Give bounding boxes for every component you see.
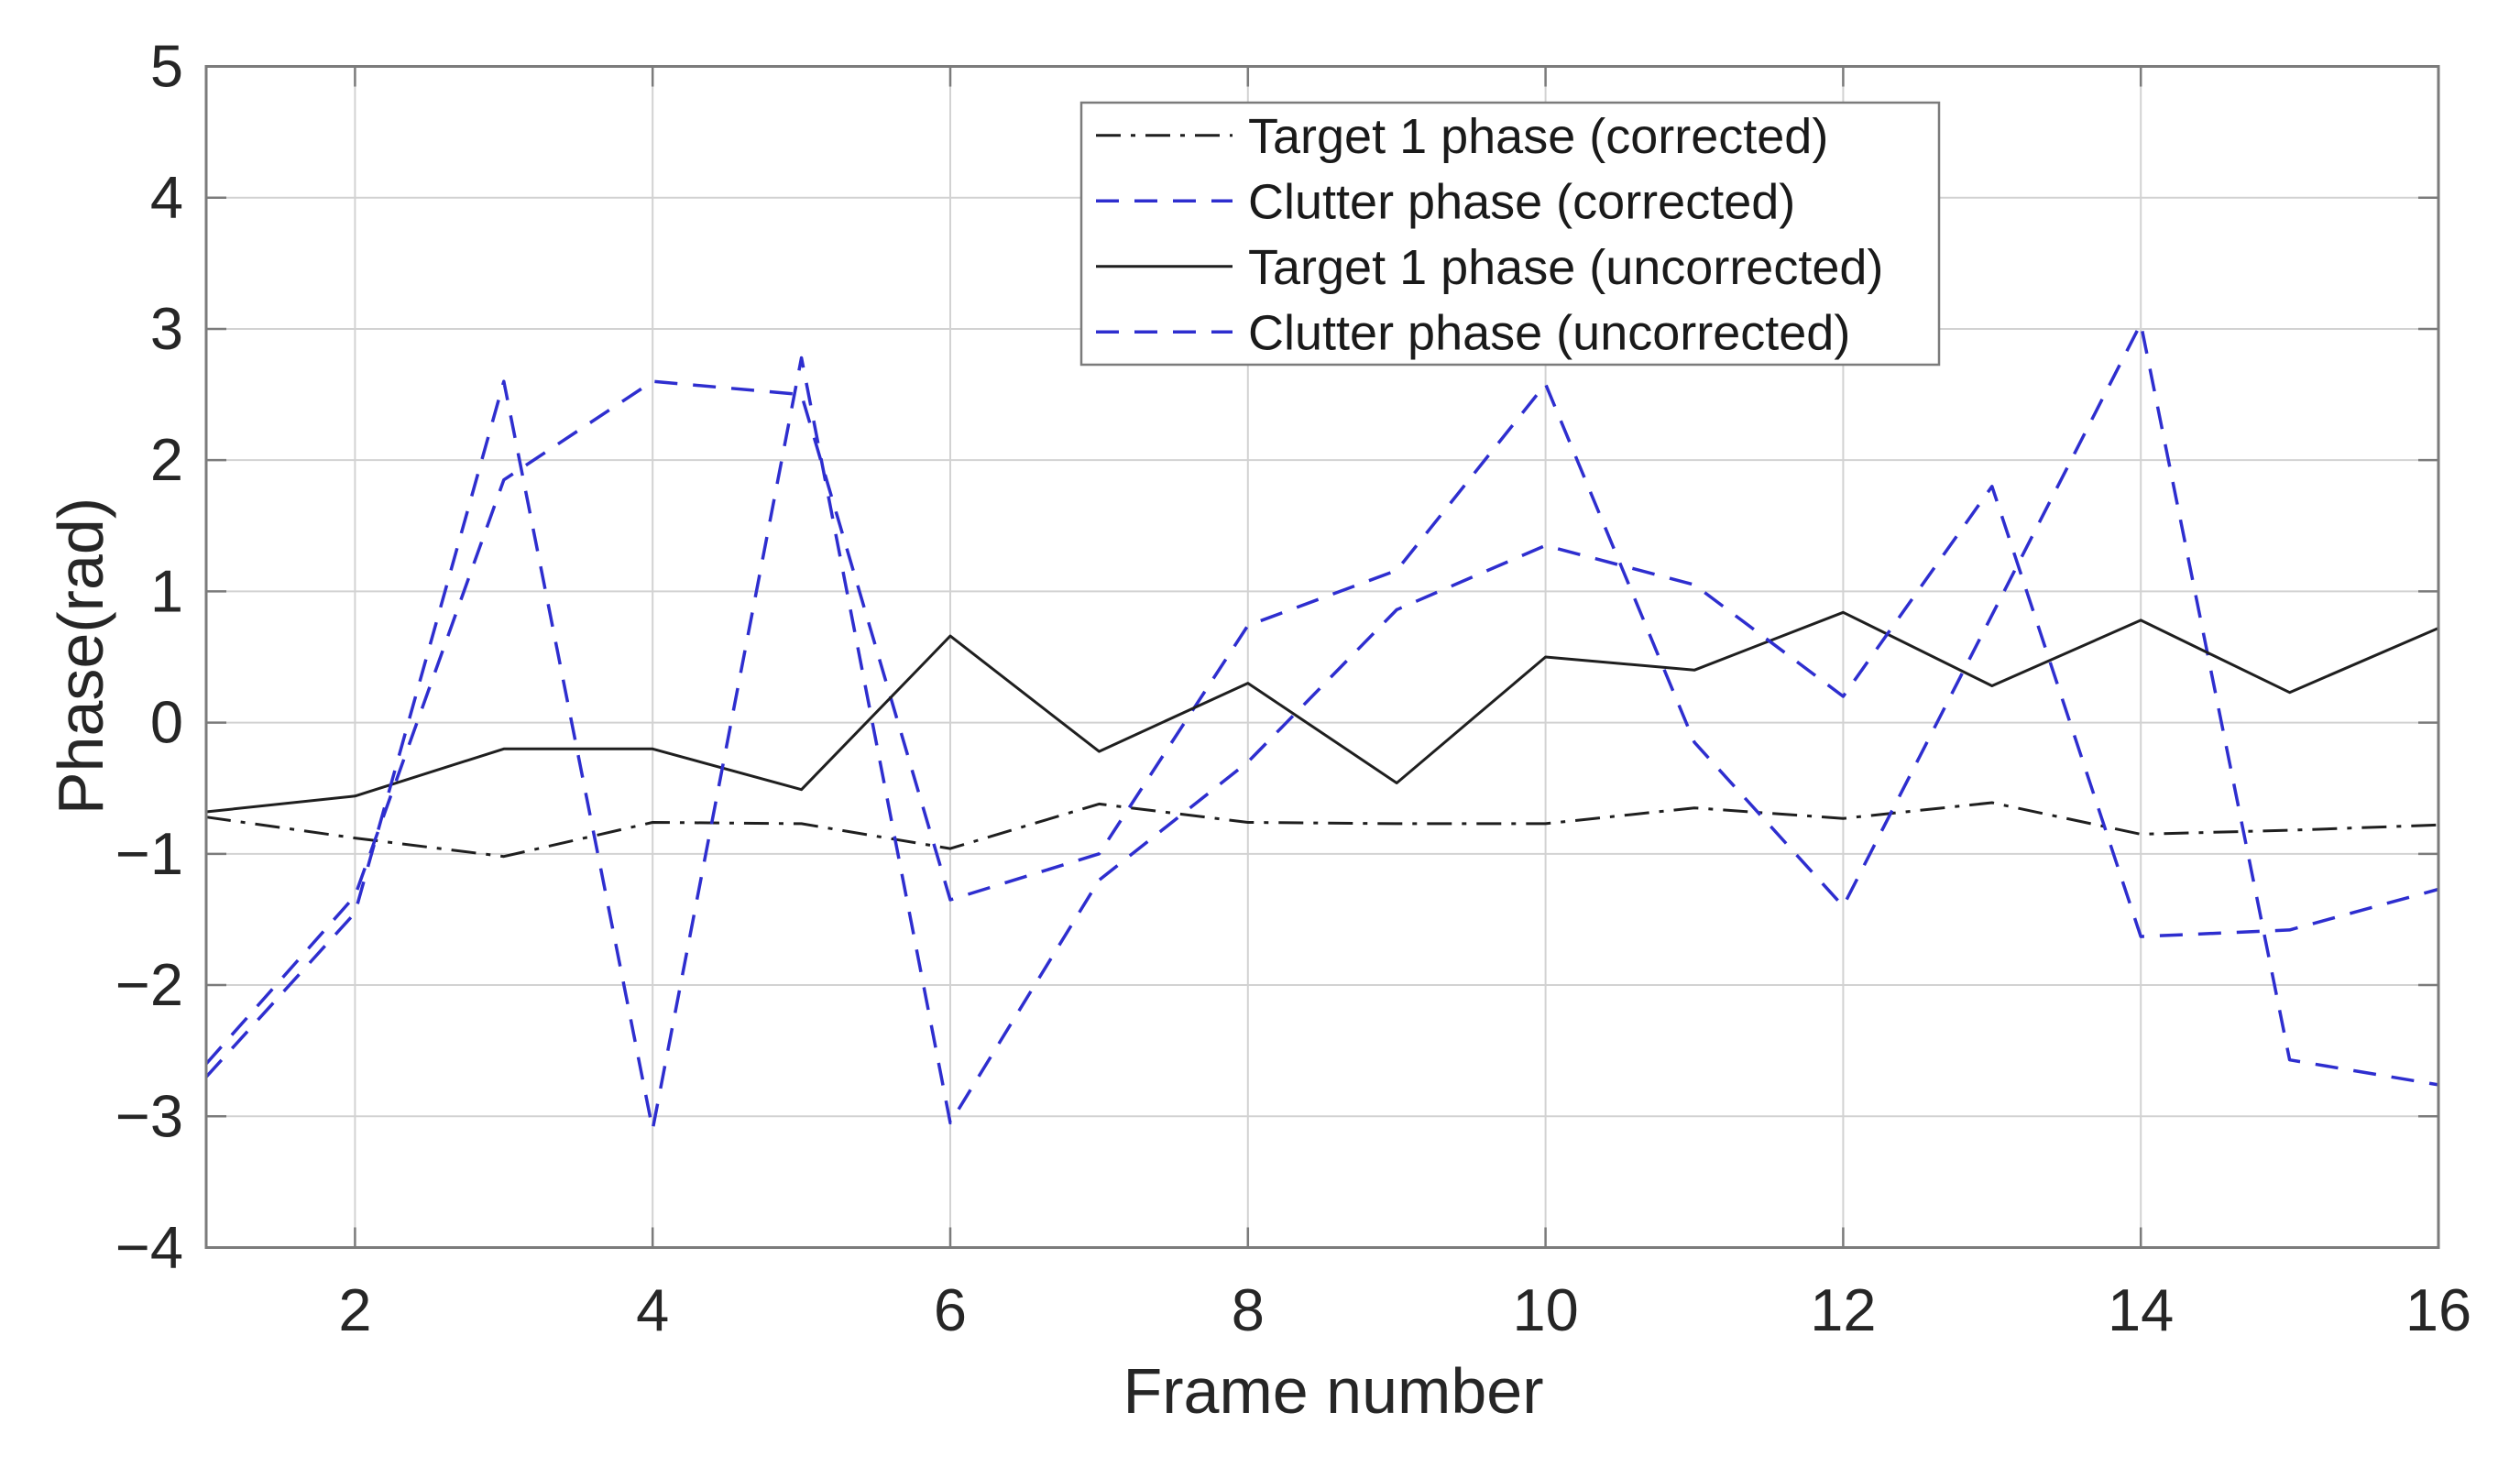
y-tick-label: −1 <box>115 820 183 887</box>
series-line-3 <box>204 356 2439 1132</box>
x-tick-label: 10 <box>1512 1276 1578 1343</box>
legend-box <box>1079 101 1941 367</box>
y-tick-label: 5 <box>150 33 183 100</box>
y-tick-label: 1 <box>150 557 183 624</box>
x-tick-label: 14 <box>2108 1276 2174 1343</box>
legend-entry-2: Target 1 phase (uncorrected) <box>1096 240 1883 295</box>
x-tick-label: 4 <box>636 1276 669 1343</box>
legend-entry-0: Target 1 phase (corrected) <box>1096 109 1828 164</box>
y-tick-label: 3 <box>150 295 183 362</box>
y-tick-label: −4 <box>115 1214 183 1281</box>
y-tick-label: 4 <box>150 164 183 231</box>
y-tick-label: −2 <box>115 951 183 1018</box>
y-tick-label: −3 <box>115 1082 183 1149</box>
x-tick-label: 12 <box>1810 1276 1876 1343</box>
y-tick-label: 0 <box>150 689 183 756</box>
legend-label: Clutter phase (corrected) <box>1248 174 1795 229</box>
legend-label: Target 1 phase (uncorrected) <box>1248 240 1883 295</box>
x-tick-label: 8 <box>1232 1276 1265 1343</box>
y-tick-label: 2 <box>150 426 183 493</box>
x-tick-label: 2 <box>338 1276 371 1343</box>
x-tick-label: 16 <box>2405 1276 2471 1343</box>
x-tick-label: 6 <box>934 1276 967 1343</box>
y-axis-title: Phase(rad) <box>45 498 116 815</box>
series-line-2 <box>205 610 2439 814</box>
legend-entry-3: Clutter phase (uncorrected) <box>1096 305 1850 360</box>
plot-border <box>204 65 2440 1249</box>
legend-entry-1: Clutter phase (corrected) <box>1096 174 1795 229</box>
legend-label: Clutter phase (uncorrected) <box>1248 305 1850 360</box>
legend-label: Target 1 phase (corrected) <box>1248 109 1828 164</box>
tick-layer <box>206 65 2440 1249</box>
series-layer <box>204 322 2439 1132</box>
legend: Target 1 phase (corrected) Clutter phase … <box>1079 101 1941 367</box>
series-line-0 <box>205 801 2439 859</box>
series-line-1 <box>204 322 2439 1087</box>
x-axis-title: Frame number <box>1123 1355 1543 1427</box>
